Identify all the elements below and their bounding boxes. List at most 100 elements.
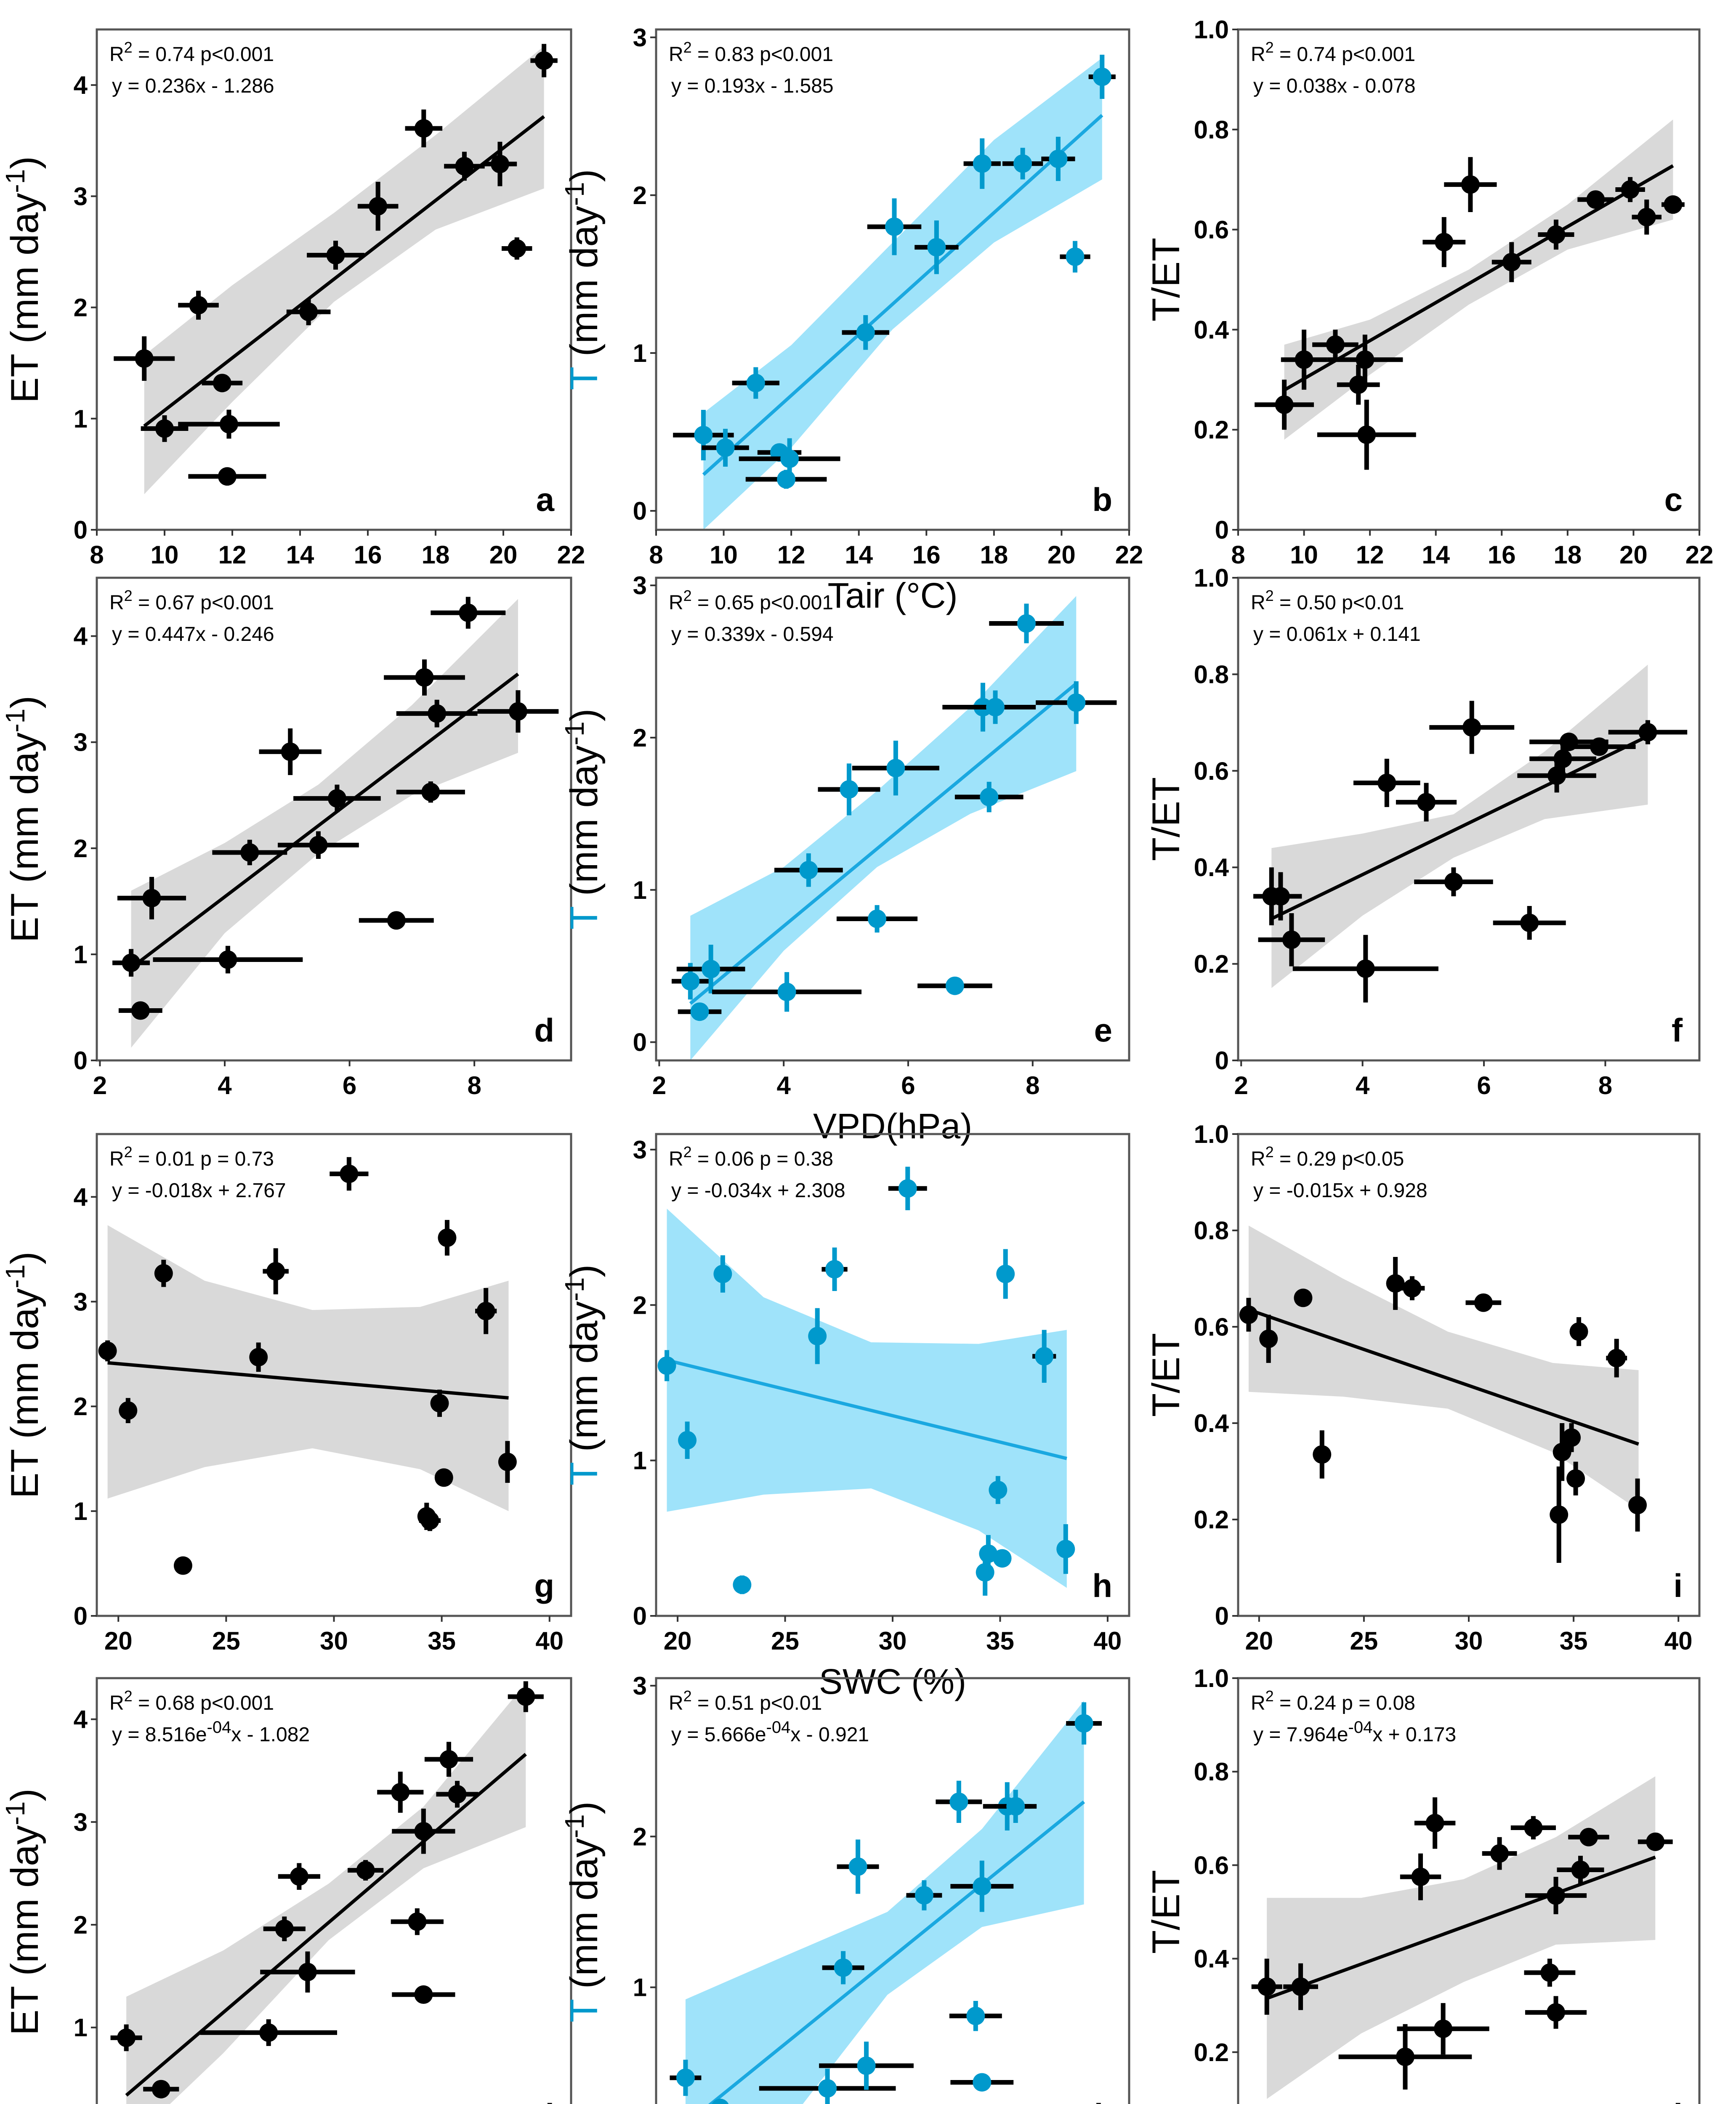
data-point <box>212 839 287 866</box>
x-tick-label: 30 <box>1455 1627 1483 1655</box>
point-marker <box>973 2073 992 2092</box>
r-squared-label: R2 = 0.24 p = 0.08 <box>1251 1687 1415 1714</box>
point-marker <box>356 1861 375 1880</box>
point-marker <box>135 349 154 368</box>
data-point <box>278 831 359 859</box>
x-tick-label: 20 <box>1245 1627 1273 1655</box>
y-tick-label: 1 <box>633 339 647 367</box>
r-squared-superscript: 2 <box>683 39 692 56</box>
data-point <box>1465 1293 1502 1312</box>
y-axis-label-superscript: -1 <box>559 1277 590 1301</box>
data-point <box>483 141 517 186</box>
data-point <box>475 1288 497 1334</box>
data-point <box>1429 701 1515 754</box>
y-tick-label: 1 <box>74 405 88 433</box>
data-point <box>260 1951 355 1993</box>
point-marker <box>927 238 946 257</box>
x-tick-label: 22 <box>1115 541 1143 569</box>
x-tick-label: 8 <box>90 541 104 569</box>
r-squared-label: R2 = 0.50 p<0.01 <box>1251 587 1404 614</box>
point-marker <box>1049 149 1068 168</box>
y-axis-label-superscript: -1 <box>559 721 590 745</box>
y-axis-label-text: T/ET <box>1145 777 1188 861</box>
x-tick-label: 10 <box>151 541 179 569</box>
y-axis-label: T/ET <box>1145 1870 1188 1954</box>
data-point <box>1313 1430 1332 1479</box>
y-axis-label-text: T/ET <box>1145 238 1188 321</box>
r-squared-label: R2 = 0.74 p<0.001 <box>109 39 274 66</box>
data-point <box>732 367 780 399</box>
r-squared-label: R2 = 0.06 p = 0.38 <box>669 1143 833 1170</box>
r-squared-prefix: R <box>109 1148 124 1170</box>
equation-text: y = 0.193x - 1.585 <box>671 75 834 97</box>
point-marker <box>678 1431 697 1450</box>
data-point <box>1399 1276 1425 1301</box>
equation-text: y = 0.447x - 0.246 <box>112 623 274 646</box>
r-squared-superscript: 2 <box>1265 587 1274 604</box>
equation-exponent: -04 <box>766 1718 791 1737</box>
data-point <box>1283 1963 1318 2010</box>
regression-line <box>1266 1855 1656 2000</box>
data-point <box>330 1157 369 1191</box>
data-point <box>188 467 266 486</box>
equation-exponent: -04 <box>207 1718 231 1737</box>
point-marker <box>131 1001 150 1020</box>
confidence-band <box>1248 1225 1639 1510</box>
point-marker <box>309 836 328 855</box>
point-marker <box>1291 1977 1310 1996</box>
plot-area <box>1255 120 1685 470</box>
x-tick-label: 25 <box>212 1627 240 1655</box>
data-point <box>745 470 827 489</box>
data-point <box>1550 1466 1569 1563</box>
y-axis-label-T: T <box>563 1462 606 1485</box>
y-tick-label: 0 <box>74 1602 88 1630</box>
y-axis-label: ET (mm day-1) <box>0 696 46 943</box>
data-point <box>954 690 1036 724</box>
data-point <box>996 1249 1015 1299</box>
y-axis-label-text: T/ET <box>1145 1870 1188 1954</box>
x-tick-label: 8 <box>467 1071 481 1100</box>
panel-label: c <box>1664 481 1683 518</box>
point-marker <box>298 1963 317 1982</box>
x-tick-label: 10 <box>710 541 738 569</box>
point-marker <box>1294 1288 1313 1307</box>
y-tick-label: 4 <box>74 622 88 651</box>
plot-frame <box>655 576 1130 1062</box>
y-tick-label: 3 <box>633 1136 647 1164</box>
point-marker <box>516 1687 535 1706</box>
point-marker <box>415 668 434 687</box>
data-point <box>1400 1853 1441 1900</box>
data-point <box>436 1781 479 1808</box>
y-tick-label: 1 <box>74 1497 88 1525</box>
point-marker <box>1403 1279 1422 1298</box>
data-point <box>263 1248 289 1294</box>
data-point <box>1312 329 1358 360</box>
point-marker <box>1462 718 1481 737</box>
panel-label: i <box>1673 1567 1683 1604</box>
data-point <box>1353 759 1420 807</box>
plot-area <box>98 1157 517 1575</box>
data-point <box>821 1247 848 1291</box>
point-marker <box>459 603 478 622</box>
data-point <box>1525 1877 1587 1915</box>
data-point <box>1628 1478 1647 1532</box>
y-axis-label-text: ET (mm day <box>3 733 46 943</box>
y-tick-label: 0 <box>74 1047 88 1075</box>
data-point <box>1066 1702 1102 1745</box>
point-marker <box>966 2006 985 2025</box>
point-marker <box>840 780 859 799</box>
point-marker <box>1571 1860 1590 1879</box>
x-tick-label: 12 <box>777 541 806 569</box>
x-tick-label: 18 <box>980 541 1008 569</box>
x-tick-label: 18 <box>422 541 450 569</box>
point-marker <box>690 1002 709 1021</box>
data-point <box>1577 190 1614 209</box>
y-tick-label: 0.6 <box>1194 1313 1229 1341</box>
regression-equation: y = 0.236x - 1.286 <box>112 75 274 97</box>
plot-area <box>1253 664 1688 1003</box>
data-point <box>419 1510 441 1531</box>
data-point <box>114 336 175 381</box>
